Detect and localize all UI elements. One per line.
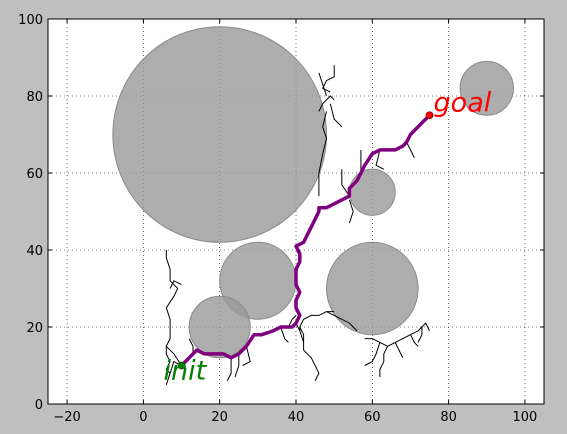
tree-branch xyxy=(410,334,419,347)
tree-branch xyxy=(242,346,251,366)
rrt-tree xyxy=(165,65,430,385)
obstacle-circle xyxy=(188,295,251,359)
x-tick-label: 0 xyxy=(139,410,147,425)
x-tick-label: 80 xyxy=(440,410,457,425)
x-tick-label: 20 xyxy=(211,410,228,425)
tree-branch xyxy=(226,357,232,382)
x-tick-label: 100 xyxy=(513,410,538,425)
tree-branch xyxy=(165,330,171,374)
tree-branch xyxy=(375,149,385,170)
y-tick-label: 100 xyxy=(18,13,43,28)
y-tick-label: 0 xyxy=(35,398,43,413)
annotations: init goal xyxy=(164,87,492,386)
markers xyxy=(177,111,434,370)
obstacle-circle xyxy=(112,26,328,243)
ticks: −20 0 20 40 60 80 100 0 20 40 60 80 100 xyxy=(18,13,544,425)
y-tick-label: 60 xyxy=(26,167,43,182)
tree-branch xyxy=(364,325,423,347)
tree-branch xyxy=(188,338,194,354)
tree-branch xyxy=(234,353,240,378)
obstacle-circle xyxy=(326,241,419,336)
start-label: init xyxy=(164,356,208,387)
y-tick-label: 40 xyxy=(26,244,43,259)
tree-branch xyxy=(280,326,289,343)
start-point xyxy=(177,361,186,370)
tree-branch xyxy=(326,311,358,332)
obstacles xyxy=(112,26,514,359)
tree-branch xyxy=(318,111,328,197)
tree-branch xyxy=(165,250,179,331)
y-tick-label: 20 xyxy=(26,321,43,336)
tree-branch xyxy=(295,322,320,382)
tree-branch xyxy=(417,322,430,332)
x-tick-label: −20 xyxy=(53,410,80,425)
x-tick-label: 40 xyxy=(288,410,305,425)
tree-branch xyxy=(322,65,335,93)
y-tick-label: 80 xyxy=(26,90,43,105)
obstacle-circle xyxy=(348,168,396,216)
tree-branch xyxy=(329,103,343,128)
obstacle-circle xyxy=(459,60,514,116)
solution-path xyxy=(179,113,432,368)
tree-branch xyxy=(379,346,389,378)
tree-branch xyxy=(341,169,350,197)
tree-branch xyxy=(348,199,354,224)
tree-branch xyxy=(299,326,305,343)
tree-branch xyxy=(165,345,182,366)
tree-branch xyxy=(406,141,415,158)
tree-branch xyxy=(287,315,297,328)
tree-branch xyxy=(394,342,404,359)
path-line xyxy=(179,113,432,368)
goal-point xyxy=(425,111,434,120)
tree-branch xyxy=(169,280,182,289)
tree-branch xyxy=(318,95,335,112)
tree-branch xyxy=(364,342,381,366)
tree-branch xyxy=(165,360,182,385)
tree-branch xyxy=(318,72,327,97)
goal-label: goal xyxy=(434,87,492,118)
x-tick-label: 60 xyxy=(364,410,381,425)
